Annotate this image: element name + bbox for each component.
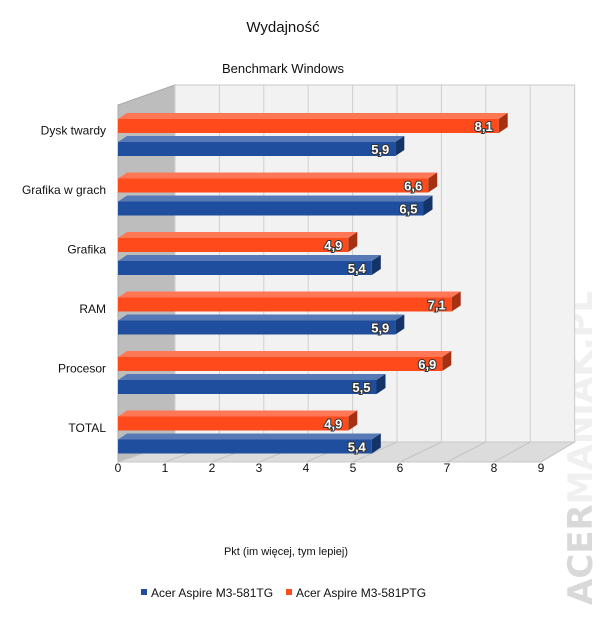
- chart-subtitle: Benchmark Windows: [222, 61, 345, 76]
- bar-acer-aspire-m3-581tg-dysk-twardy-front: [118, 142, 396, 156]
- x-tick-label: 4: [303, 461, 310, 475]
- bar-acer-aspire-m3-581tg-grafika-w-grach: [118, 195, 433, 216]
- bar-acer-aspire-m3-581tg-ram-front: [118, 320, 396, 335]
- category-label-ram: RAM: [79, 302, 106, 316]
- bar-acer-aspire-m3-581tg-grafika-front: [118, 261, 372, 275]
- data-label-acer-aspire-m3-581tg-grafika: 5,4: [348, 261, 367, 276]
- floor-gridline: [399, 441, 442, 463]
- bar-acer-aspire-m3-581tg-dysk-twardy-top: [118, 136, 405, 142]
- bar-acer-aspire-m3-581ptg-procesor: [118, 351, 452, 371]
- bar-acer-aspire-m3-581ptg-procesor-side: [442, 351, 452, 371]
- bar-acer-aspire-m3-581ptg-ram-side: [451, 291, 461, 312]
- bar-acer-aspire-m3-581tg-total: [118, 433, 381, 454]
- bar-acer-aspire-m3-581tg-procesor-top: [118, 374, 386, 380]
- floor-gridline: [540, 441, 575, 463]
- bar-acer-aspire-m3-581ptg-procesor-top: [118, 351, 452, 357]
- bar-acer-aspire-m3-581tg-total-top: [118, 433, 381, 440]
- x-tick-label: 3: [256, 461, 263, 475]
- data-label-acer-aspire-m3-581ptg-grafika: 4,9: [324, 238, 342, 253]
- x-tick-label: 2: [209, 461, 216, 475]
- bar-acer-aspire-m3-581tg-grafika-w-grach-top: [118, 195, 433, 202]
- data-label-acer-aspire-m3-581tg-dysk-twardy: 5,9: [371, 142, 389, 157]
- floor-gridline: [352, 441, 398, 463]
- x-tick-label: 8: [491, 461, 498, 475]
- category-label-total: TOTAL: [68, 421, 106, 435]
- bar-acer-aspire-m3-581tg-total-side: [371, 433, 381, 454]
- bar-acer-aspire-m3-581tg-procesor-front: [118, 380, 377, 394]
- bar-acer-aspire-m3-581tg-procesor-side: [376, 374, 386, 394]
- bar-acer-aspire-m3-581ptg-total: [118, 410, 358, 431]
- bar-acer-aspire-m3-581ptg-grafika: [118, 232, 358, 252]
- data-label-acer-aspire-m3-581ptg-total: 4,9: [324, 417, 342, 432]
- watermark-part-1: ACER: [561, 504, 600, 605]
- legend-swatch-acer-aspire-m3-581tg: [141, 589, 147, 595]
- data-label-acer-aspire-m3-581ptg-grafika-w-grach: 6,6: [404, 179, 422, 194]
- category-label-grafika-w-grach: Grafika w grach: [22, 183, 106, 197]
- x-tick-label: 9: [538, 461, 545, 475]
- floor-gridline: [493, 441, 531, 463]
- bar-acer-aspire-m3-581ptg-dysk-twardy-top: [118, 113, 508, 119]
- bar-acer-aspire-m3-581ptg-grafika-w-grach: [118, 172, 438, 193]
- data-label-acer-aspire-m3-581ptg-procesor: 6,9: [418, 357, 436, 372]
- bar-acer-aspire-m3-581tg-grafika: [118, 255, 381, 275]
- bar-acer-aspire-m3-581tg-grafika-w-grach-side: [423, 195, 433, 216]
- x-tick-label: 6: [397, 461, 404, 475]
- bar-acer-aspire-m3-581tg-grafika-w-grach-front: [118, 201, 424, 216]
- bar-acer-aspire-m3-581ptg-grafika-w-grach-side: [428, 172, 438, 193]
- legend-label-acer-aspire-m3-581tg: Acer Aspire M3-581TG: [151, 586, 273, 600]
- x-tick-label: 7: [444, 461, 451, 475]
- data-label-acer-aspire-m3-581tg-procesor: 5,5: [352, 380, 370, 395]
- bar-acer-aspire-m3-581ptg-dysk-twardy-front: [118, 119, 499, 133]
- bar-acer-aspire-m3-581ptg-ram-top: [118, 291, 461, 298]
- bar-acer-aspire-m3-581tg-grafika-top: [118, 255, 381, 261]
- bar-acer-aspire-m3-581tg-ram-side: [395, 314, 405, 335]
- bar-acer-aspire-m3-581tg-dysk-twardy-side: [395, 136, 405, 156]
- bar-acer-aspire-m3-581ptg-total-top: [118, 410, 358, 417]
- x-tick-label: 5: [350, 461, 357, 475]
- x-tick-label: 1: [162, 461, 169, 475]
- category-label-procesor: Procesor: [58, 362, 106, 376]
- x-tick-label: 0: [115, 461, 122, 475]
- bar-acer-aspire-m3-581tg-ram-top: [118, 314, 405, 321]
- data-label-acer-aspire-m3-581ptg-ram: 7,1: [428, 298, 446, 313]
- bar-acer-aspire-m3-581ptg-dysk-twardy-side: [498, 113, 508, 133]
- bar-acer-aspire-m3-581ptg-grafika-side: [348, 232, 358, 252]
- bar-acer-aspire-m3-581tg-dysk-twardy: [118, 136, 405, 156]
- bar-acer-aspire-m3-581ptg-dysk-twardy: [118, 113, 508, 133]
- data-label-acer-aspire-m3-581tg-total: 5,4: [348, 440, 367, 455]
- data-label-acer-aspire-m3-581tg-grafika-w-grach: 6,5: [399, 202, 417, 217]
- x-axis-title: Pkt (im więcej, tym lepiej): [224, 546, 348, 558]
- bar-acer-aspire-m3-581ptg-procesor-front: [118, 357, 443, 371]
- category-label-dysk-twardy: Dysk twardy: [41, 124, 106, 138]
- bar-acer-aspire-m3-581tg-procesor: [118, 374, 386, 394]
- bar-acer-aspire-m3-581ptg-ram-front: [118, 297, 452, 312]
- plot-area: 0 1 2 3 4 5 6 7 8 9 Dysk twardy 8,1 5,9 Grafika w gra…: [22, 84, 577, 475]
- floor-gridline: [446, 441, 487, 463]
- data-label-acer-aspire-m3-581tg-ram: 5,9: [371, 321, 389, 336]
- bar-acer-aspire-m3-581ptg-total-side: [348, 410, 358, 431]
- bar-acer-aspire-m3-581ptg-ram: [118, 291, 461, 312]
- bar-acer-aspire-m3-581ptg-total-front: [118, 416, 349, 431]
- legend: Acer Aspire M3-581TG Acer Aspire M3-581P…: [141, 586, 426, 600]
- chart-title: Wydajność: [246, 19, 320, 36]
- bar-acer-aspire-m3-581ptg-grafika-front: [118, 238, 349, 252]
- bar-acer-aspire-m3-581tg-ram: [118, 314, 405, 335]
- bar-acer-aspire-m3-581ptg-grafika-w-grach-front: [118, 178, 429, 193]
- legend-label-acer-aspire-m3-581ptg: Acer Aspire M3-581PTG: [296, 586, 426, 600]
- category-label-grafika: Grafika: [67, 243, 106, 257]
- bar-acer-aspire-m3-581ptg-grafika-top: [118, 232, 358, 238]
- bar-acer-aspire-m3-581tg-grafika-side: [371, 255, 381, 275]
- bar-acer-aspire-m3-581tg-total-front: [118, 439, 372, 454]
- data-label-acer-aspire-m3-581ptg-dysk-twardy: 8,1: [475, 119, 493, 134]
- legend-swatch-acer-aspire-m3-581ptg: [286, 589, 292, 595]
- bar-acer-aspire-m3-581ptg-grafika-w-grach-top: [118, 172, 438, 179]
